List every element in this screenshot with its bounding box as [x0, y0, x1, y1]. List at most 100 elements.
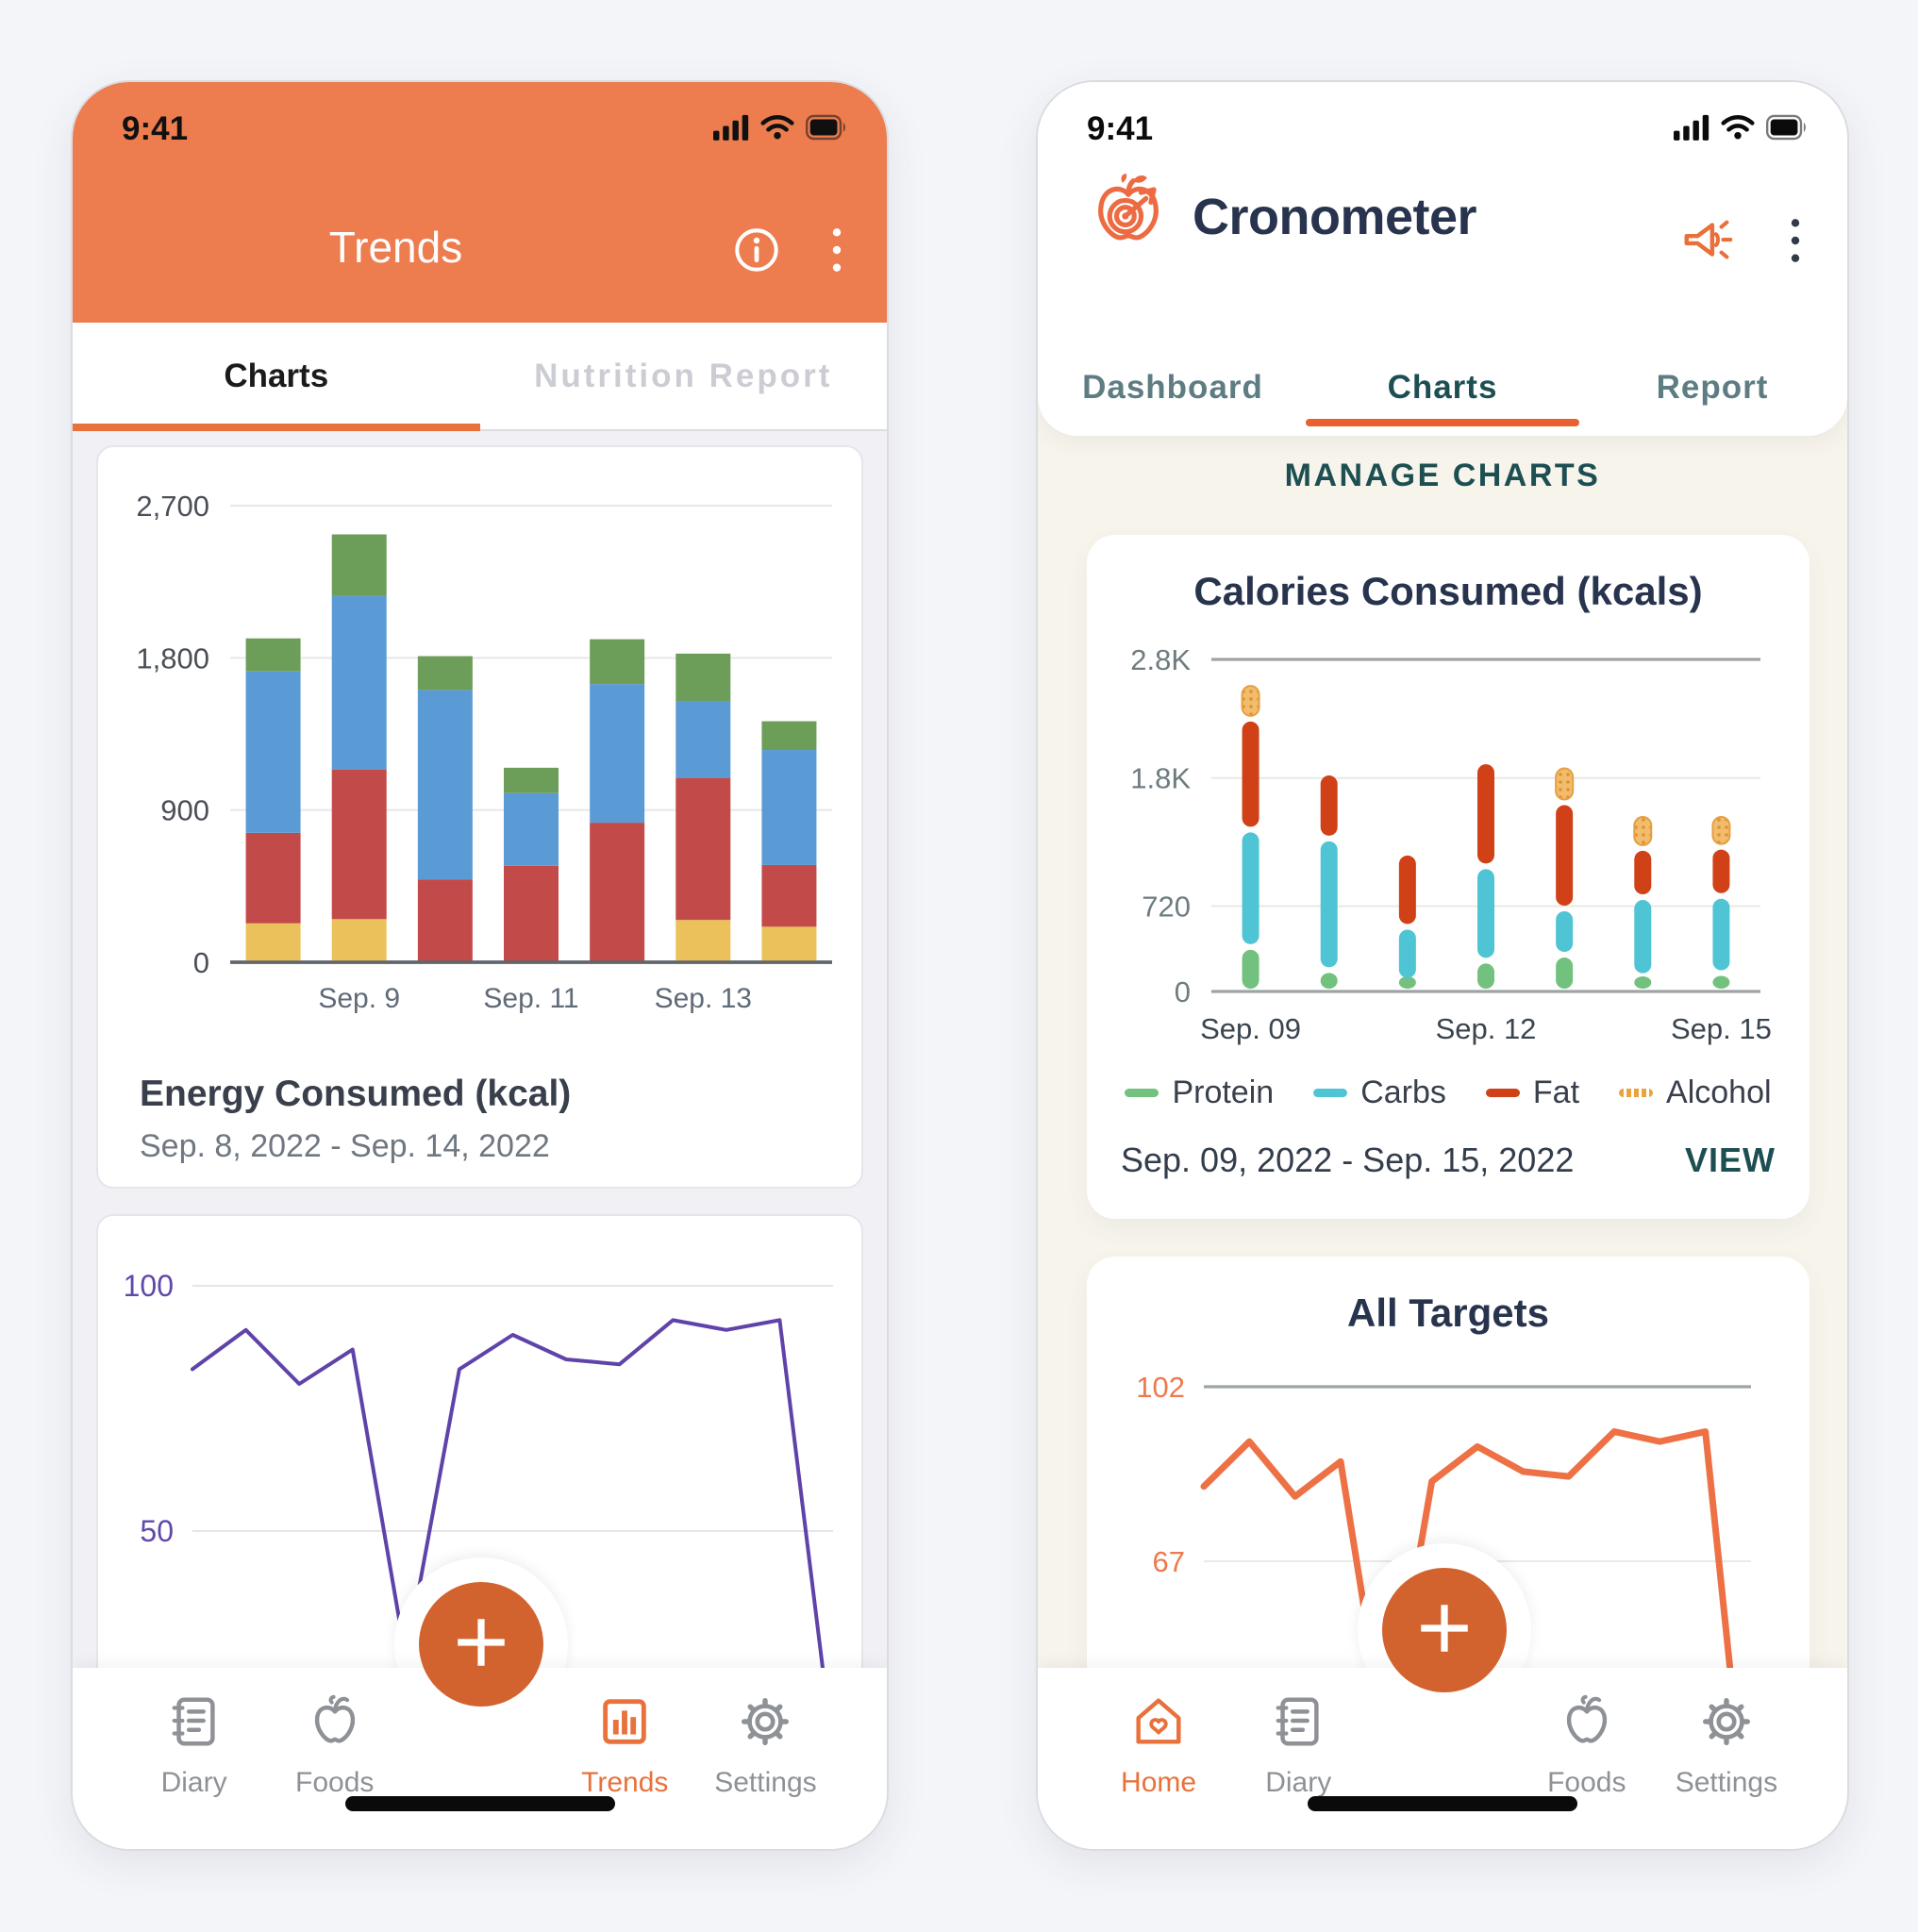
cellular-signal-icon [1674, 114, 1710, 145]
svg-text:Sep. 11: Sep. 11 [483, 983, 578, 1014]
wifi-icon [1721, 114, 1755, 145]
svg-text:Sep. 9: Sep. 9 [318, 983, 400, 1014]
nav-item-settings[interactable]: Settings [695, 1692, 836, 1799]
tab-report[interactable]: Report [1656, 369, 1769, 406]
chart-footer: Sep. 09, 2022 - Sep. 15, 2022 VIEW [1121, 1141, 1776, 1180]
svg-text:720: 720 [1142, 890, 1191, 923]
nav-label: Trends [581, 1767, 669, 1798]
battery-icon [806, 114, 847, 145]
svg-text:67: 67 [1153, 1545, 1185, 1578]
energy-consumed-bar-chart: 0 900 1,800 2,700 Sep. 9 Sep. 11 Sep. 13 [136, 490, 832, 1014]
trends-app-phone: 9:41 [71, 80, 889, 1851]
tab-nutrition-report[interactable]: Nutrition Report [534, 357, 833, 394]
fat-legend-swatch [1485, 1089, 1520, 1097]
nav-label: Settings [1675, 1767, 1778, 1798]
gear-icon [1697, 1692, 1756, 1756]
cronometer-logo-icon [1079, 165, 1177, 263]
manage-charts-link[interactable]: MANAGE CHARTS [1284, 458, 1601, 493]
nav-label: Home [1121, 1767, 1197, 1798]
plus-icon [450, 1611, 512, 1678]
tab-charts[interactable]: Charts [1306, 340, 1579, 436]
svg-text:900: 900 [160, 794, 209, 827]
chart-title: Energy Consumed (kcal) [140, 1074, 572, 1114]
chart-date-range: Sep. 09, 2022 - Sep. 15, 2022 [1121, 1141, 1575, 1179]
apple-icon [1558, 1692, 1616, 1756]
wifi-icon [760, 114, 794, 145]
svg-text:Sep. 13: Sep. 13 [655, 983, 752, 1014]
svg-text:50: 50 [140, 1514, 174, 1548]
status-time: 9:41 [122, 110, 189, 147]
add-entry-fab[interactable] [1382, 1568, 1507, 1692]
nav-item-home[interactable]: Home [1089, 1692, 1228, 1799]
svg-text:Sep. 15: Sep. 15 [1671, 1012, 1772, 1045]
carbs-legend-swatch [1313, 1089, 1348, 1097]
kebab-menu-icon[interactable] [1789, 214, 1802, 267]
calories-consumed-chart: 0 720 1.8K 2.8K Sep. 09 Sep. 12 Sep. 15 [1130, 643, 1772, 1045]
home-indicator[interactable] [344, 1796, 615, 1811]
cronometer-tab-bar: Dashboard Charts Report [1038, 340, 1847, 436]
bar-chart-icon [595, 1692, 654, 1756]
nav-item-settings[interactable]: Settings [1657, 1692, 1796, 1799]
svg-text:2.8K: 2.8K [1130, 643, 1191, 676]
nav-label: Diary [1265, 1767, 1332, 1798]
info-icon[interactable] [732, 225, 781, 275]
brand-name: Cronometer [1192, 189, 1477, 245]
legend-item-carbs: Carbs [1313, 1074, 1446, 1111]
protein-legend-swatch [1125, 1089, 1159, 1097]
svg-text:Sep. 09: Sep. 09 [1200, 1012, 1301, 1045]
cronometer-app-phone: 9:41 [1036, 80, 1849, 1851]
svg-text:100: 100 [124, 1269, 174, 1303]
svg-text:1,800: 1,800 [136, 641, 209, 675]
nav-label: Diary [160, 1767, 227, 1798]
chart-date-range: Sep. 8, 2022 - Sep. 14, 2022 [140, 1128, 550, 1164]
trends-header: 9:41 [73, 82, 887, 323]
nav-item-diary[interactable]: Diary [124, 1692, 264, 1799]
announcements-megaphone-icon[interactable] [1679, 212, 1738, 271]
home-indicator[interactable] [1308, 1796, 1577, 1811]
energy-consumed-card: 0 900 1,800 2,700 Sep. 9 Sep. 11 Sep. 13 Energ… [96, 445, 863, 1189]
tab-dashboard[interactable]: Dashboard [1082, 369, 1263, 406]
plus-icon [1413, 1597, 1476, 1664]
page-title: Trends [328, 223, 463, 272]
diary-icon [165, 1692, 224, 1756]
active-tab-underline [73, 424, 480, 431]
svg-text:1.8K: 1.8K [1130, 762, 1191, 795]
legend-item-protein: Protein [1125, 1074, 1274, 1111]
home-heart-icon [1129, 1692, 1188, 1756]
nav-item-foods[interactable]: Foods [264, 1692, 405, 1799]
legend-item-fat: Fat [1485, 1074, 1580, 1111]
svg-text:0: 0 [1175, 975, 1191, 1008]
nav-item-diary[interactable]: Diary [1228, 1692, 1368, 1799]
cellular-signal-icon [713, 114, 749, 145]
add-entry-fab[interactable] [419, 1582, 543, 1707]
svg-text:102: 102 [1136, 1371, 1185, 1404]
nav-item-foods[interactable]: Foods [1517, 1692, 1657, 1799]
nav-label: Foods [295, 1767, 375, 1798]
nav-item-trends[interactable]: Trends [555, 1692, 695, 1799]
legend-label: Protein [1172, 1074, 1275, 1110]
gear-icon [736, 1692, 794, 1756]
tab-charts[interactable]: Charts [224, 357, 329, 394]
nav-fab-gap [1368, 1692, 1516, 1799]
nav-label: Settings [714, 1767, 817, 1798]
battery-icon [1766, 114, 1808, 145]
calories-consumed-card: Calories Consumed (kcals) 0 720 1.8K 2.8K Se… [1087, 535, 1810, 1219]
kebab-menu-icon[interactable] [830, 225, 843, 275]
diary-icon [1269, 1692, 1327, 1756]
legend-label: Carbs [1360, 1074, 1446, 1110]
tab-charts-label: Charts [1387, 369, 1498, 406]
nav-fab-gap [405, 1692, 554, 1799]
cronometer-header: 9:41 [1038, 82, 1847, 436]
legend-label: Fat [1532, 1074, 1580, 1110]
apple-icon [306, 1692, 364, 1756]
view-button[interactable]: VIEW [1684, 1141, 1776, 1179]
chart-legend: Protein Carbs Fat Alcohol [1087, 1074, 1810, 1111]
chart-title: All Targets [1347, 1291, 1549, 1335]
svg-text:Sep. 12: Sep. 12 [1436, 1012, 1537, 1045]
active-tab-underline [1306, 419, 1579, 426]
svg-text:0: 0 [193, 946, 209, 979]
nav-label: Foods [1547, 1767, 1626, 1798]
legend-item-alcohol: Alcohol [1619, 1074, 1772, 1111]
status-icons [713, 114, 847, 145]
targets-line-chart: 100 50 [124, 1269, 834, 1740]
